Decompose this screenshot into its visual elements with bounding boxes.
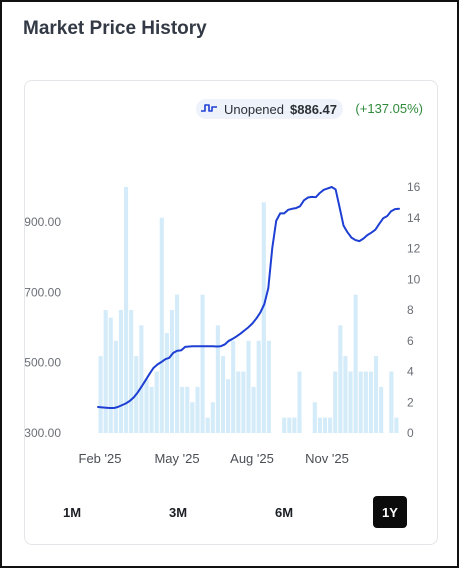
x-tick-label: Feb '25: [79, 451, 122, 466]
volume-bar: [113, 340, 118, 433]
volume-bar: [246, 340, 251, 433]
volume-bar: [129, 310, 134, 433]
volume-bar: [333, 371, 338, 433]
volume-bar: [322, 417, 328, 434]
volume-bar: [282, 417, 287, 434]
range-1y-button[interactable]: 1Y: [373, 496, 407, 528]
price-change: (+137.05%): [355, 101, 423, 116]
series-legend[interactable]: Unopened $886.47: [196, 99, 343, 119]
volume-bar: [108, 317, 113, 433]
volume-bar: [394, 417, 399, 434]
volume-bar: [164, 333, 169, 433]
volume-bar: [236, 371, 241, 433]
y-right-tick-label: 14: [407, 211, 421, 225]
volume-bar: [353, 294, 358, 434]
y-right-tick-label: 2: [407, 395, 414, 409]
volume-bar: [266, 340, 271, 433]
volume-bar: [175, 294, 180, 434]
volume-bar: [139, 325, 144, 434]
volume-bar: [169, 310, 175, 433]
y-left-tick-label: $300.00: [25, 426, 61, 440]
volume-bar: [241, 371, 246, 433]
price-chart: $300.00 $500.00 $700.00 $900.00 0 2 4 6 8 10 12 14 1…: [25, 180, 421, 466]
volume-bar: [343, 356, 348, 434]
volume-bar: [195, 386, 200, 434]
volume-bar: [317, 417, 322, 434]
volume-bar: [215, 325, 220, 434]
x-tick-label: Aug '25: [230, 451, 274, 466]
volume-bar: [358, 371, 363, 433]
chart-card: $300.00 $500.00 $700.00 $900.00 0 2 4 6 8 10 12 14 1…: [24, 80, 438, 545]
volume-bar: [368, 371, 373, 433]
volume-bar: [312, 402, 317, 433]
volume-bar: [226, 379, 231, 433]
range-6m-button[interactable]: 6M: [267, 496, 301, 528]
range-1m-button[interactable]: 1M: [55, 496, 89, 528]
volume-bar: [231, 340, 236, 433]
volume-bar: [292, 417, 297, 434]
x-tick-label: Nov '25: [305, 451, 349, 466]
x-tick-label: May '25: [154, 451, 199, 466]
volume-bar: [200, 294, 205, 434]
volume-bar: [103, 310, 108, 433]
volume-bar: [256, 340, 261, 433]
legend-series-name: Unopened: [224, 101, 284, 117]
legend-price: $886.47: [290, 101, 337, 117]
volume-bar: [220, 356, 226, 434]
y-right-tick-label: 4: [407, 365, 414, 379]
y-left-tick-label: $500.00: [25, 356, 61, 370]
price-line: [97, 186, 400, 410]
line-chart-icon: [200, 102, 218, 116]
y-right-tick-label: 0: [407, 426, 414, 440]
volume-bar: [251, 386, 256, 434]
volume-bar: [373, 356, 379, 434]
y-right-tick-label: 6: [407, 334, 414, 348]
volume-bar: [180, 386, 185, 434]
time-range-selector: 1M 3M 6M 1Y: [25, 496, 437, 530]
volume-bar: [98, 356, 103, 434]
volume-bar: [210, 402, 215, 433]
y-right-tick-label: 16: [407, 180, 421, 194]
volume-bar: [149, 386, 154, 434]
volume-bar: [190, 402, 195, 433]
y-right-tick-label: 10: [407, 272, 421, 286]
volume-bar: [287, 417, 292, 434]
volume-bar: [389, 371, 394, 433]
volume-bar: [159, 217, 164, 433]
volume-bar: [338, 325, 343, 434]
volume-bar: [124, 187, 129, 433]
volume-bar: [118, 310, 124, 433]
range-3m-button[interactable]: 3M: [161, 496, 195, 528]
page-title: Market Price History: [23, 18, 207, 39]
volume-bar: [363, 371, 368, 433]
volume-bar: [185, 386, 190, 434]
y-right-tick-label: 8: [407, 303, 414, 317]
y-left-tick-label: $700.00: [25, 285, 61, 299]
y-right-tick-label: 12: [407, 242, 421, 256]
volume-bar: [348, 371, 353, 433]
volume-bar: [154, 371, 159, 433]
volume-bar: [261, 202, 266, 434]
volume-bar: [205, 417, 210, 434]
volume-bar: [297, 371, 302, 433]
y-left-tick-label: $900.00: [25, 215, 61, 229]
volume-bar: [379, 386, 384, 434]
volume-bar: [328, 417, 333, 434]
volume-bar: [144, 379, 149, 433]
